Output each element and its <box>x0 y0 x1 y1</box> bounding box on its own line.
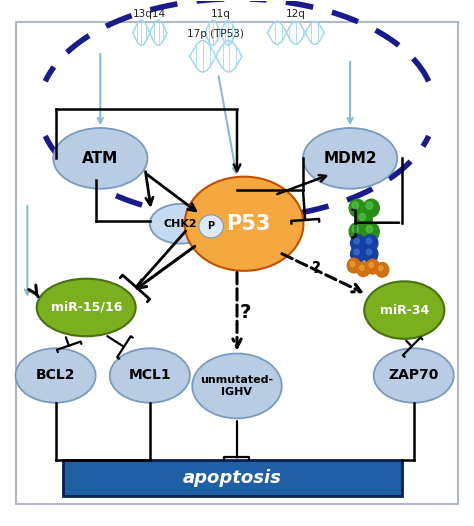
Ellipse shape <box>190 182 298 266</box>
Ellipse shape <box>16 348 96 403</box>
Text: 11q: 11q <box>210 9 230 19</box>
Text: ?: ? <box>312 261 320 276</box>
FancyBboxPatch shape <box>63 460 402 496</box>
Text: P53: P53 <box>227 214 271 234</box>
Ellipse shape <box>374 348 454 403</box>
Text: miR-15/16: miR-15/16 <box>51 301 122 314</box>
Text: unmutated-
IGHV: unmutated- IGHV <box>201 375 273 397</box>
Text: P: P <box>208 221 215 231</box>
Text: 17p (TP53): 17p (TP53) <box>187 29 244 39</box>
Text: MDM2: MDM2 <box>323 151 377 166</box>
Text: 12q: 12q <box>286 9 306 19</box>
Ellipse shape <box>204 194 284 254</box>
Circle shape <box>363 222 379 240</box>
Text: ZAP70: ZAP70 <box>389 369 439 382</box>
Circle shape <box>347 258 360 273</box>
Ellipse shape <box>110 348 190 403</box>
Ellipse shape <box>192 353 282 418</box>
Circle shape <box>350 261 355 267</box>
Circle shape <box>357 262 370 277</box>
Circle shape <box>354 249 359 255</box>
Circle shape <box>363 246 378 262</box>
Text: 13q14: 13q14 <box>133 9 166 19</box>
Circle shape <box>363 235 378 251</box>
Circle shape <box>356 211 372 228</box>
Ellipse shape <box>53 128 147 189</box>
Circle shape <box>366 259 379 274</box>
Circle shape <box>349 222 365 240</box>
Circle shape <box>360 265 364 270</box>
Ellipse shape <box>36 279 136 336</box>
Circle shape <box>351 246 365 262</box>
Circle shape <box>366 249 372 255</box>
Text: apoptosis: apoptosis <box>183 469 282 487</box>
Ellipse shape <box>185 177 303 271</box>
Ellipse shape <box>303 128 397 189</box>
Text: BCL2: BCL2 <box>36 369 75 382</box>
Circle shape <box>363 199 379 217</box>
Ellipse shape <box>364 281 444 339</box>
Circle shape <box>349 199 365 217</box>
Text: ATM: ATM <box>82 151 118 166</box>
Circle shape <box>352 226 358 232</box>
Circle shape <box>366 238 372 244</box>
Circle shape <box>369 262 374 268</box>
Circle shape <box>359 214 365 220</box>
Circle shape <box>366 226 373 232</box>
Circle shape <box>366 202 373 209</box>
Circle shape <box>351 235 365 251</box>
Text: MCL1: MCL1 <box>128 369 171 382</box>
Text: miR-34: miR-34 <box>380 304 429 317</box>
Ellipse shape <box>199 215 223 238</box>
Circle shape <box>352 202 358 209</box>
Circle shape <box>375 262 389 277</box>
Circle shape <box>378 266 383 271</box>
Circle shape <box>354 238 359 244</box>
Ellipse shape <box>197 187 291 260</box>
Text: CHK2: CHK2 <box>164 219 197 229</box>
Text: ?: ? <box>240 303 251 322</box>
Ellipse shape <box>225 209 263 238</box>
Ellipse shape <box>213 200 275 247</box>
Ellipse shape <box>237 218 251 229</box>
Ellipse shape <box>150 204 211 244</box>
